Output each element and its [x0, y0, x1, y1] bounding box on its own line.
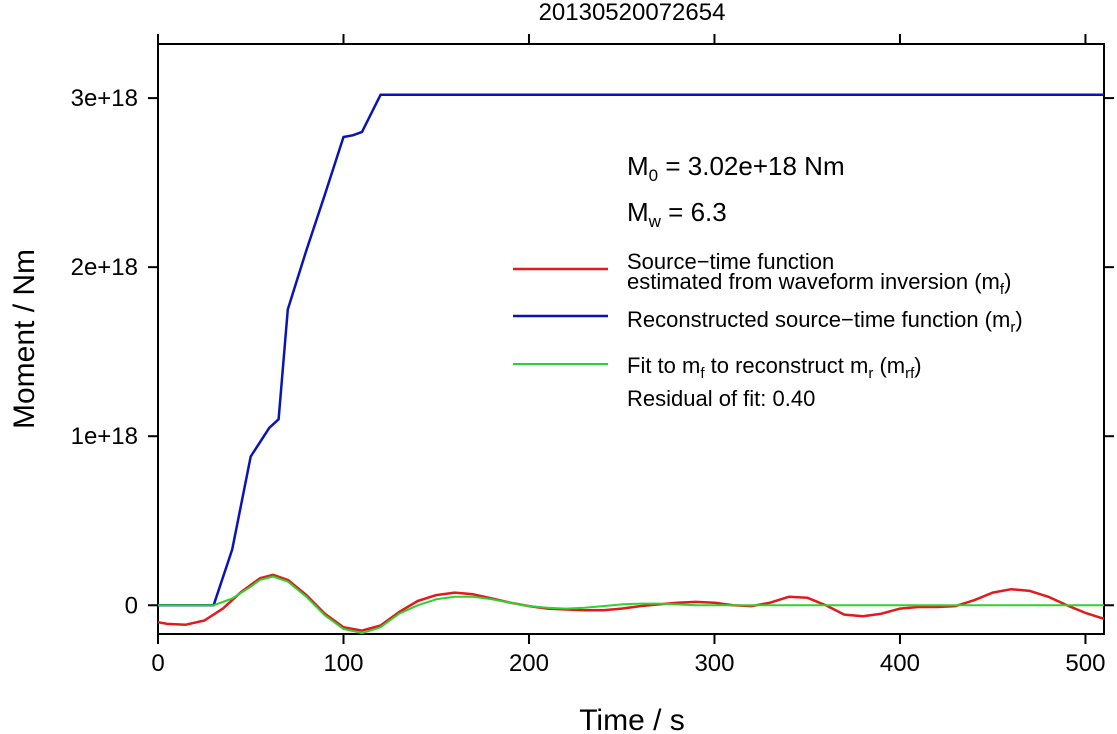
x-tick-label: 100: [323, 650, 363, 677]
legend-label-fit: Fit to mf to reconstruct mr (mrf): [627, 353, 922, 382]
y-tick-label: 2e+18: [71, 254, 138, 281]
residual-label: Residual of fit: 0.40: [627, 386, 815, 411]
y-tick-label: 3e+18: [71, 85, 138, 112]
x-tick-label: 500: [1065, 650, 1105, 677]
x-tick-label: 300: [694, 650, 734, 677]
series-fit-line: [158, 575, 1104, 635]
y-axis-title: Moment / Nm: [8, 249, 41, 429]
legend: Source−time function estimated from wave…: [513, 249, 1023, 411]
x-tick-label: 200: [509, 650, 549, 677]
x-tick-label: 400: [880, 650, 920, 677]
chart-title: 20130520072654: [539, 0, 726, 26]
plot-frame: [157, 43, 1105, 635]
y-tick-label: 0: [125, 592, 138, 619]
axis-ticks: 0 100 200 300 400 500 0 1e+18 2e+18 3e+18: [71, 34, 1114, 677]
legend-label-reconstructed: Reconstructed source−time function (mr): [627, 307, 1023, 336]
legend-label-source-time-function-line1: Source−time function: [627, 249, 834, 274]
x-axis-title: Time / s: [579, 704, 685, 734]
m0-annotation: M0 = 3.02e+18 Nm: [627, 151, 845, 185]
mw-annotation: Mw = 6.3: [627, 197, 727, 231]
y-tick-label: 1e+18: [71, 423, 138, 450]
series-reconstructed-line: [158, 93, 1104, 607]
series-lines: [157, 93, 1105, 635]
x-tick-label: 0: [151, 650, 164, 677]
legend-label-source-time-function-line2: estimated from waveform inversion (mf): [627, 269, 1011, 298]
series-source-time-function-line: [157, 573, 1105, 632]
